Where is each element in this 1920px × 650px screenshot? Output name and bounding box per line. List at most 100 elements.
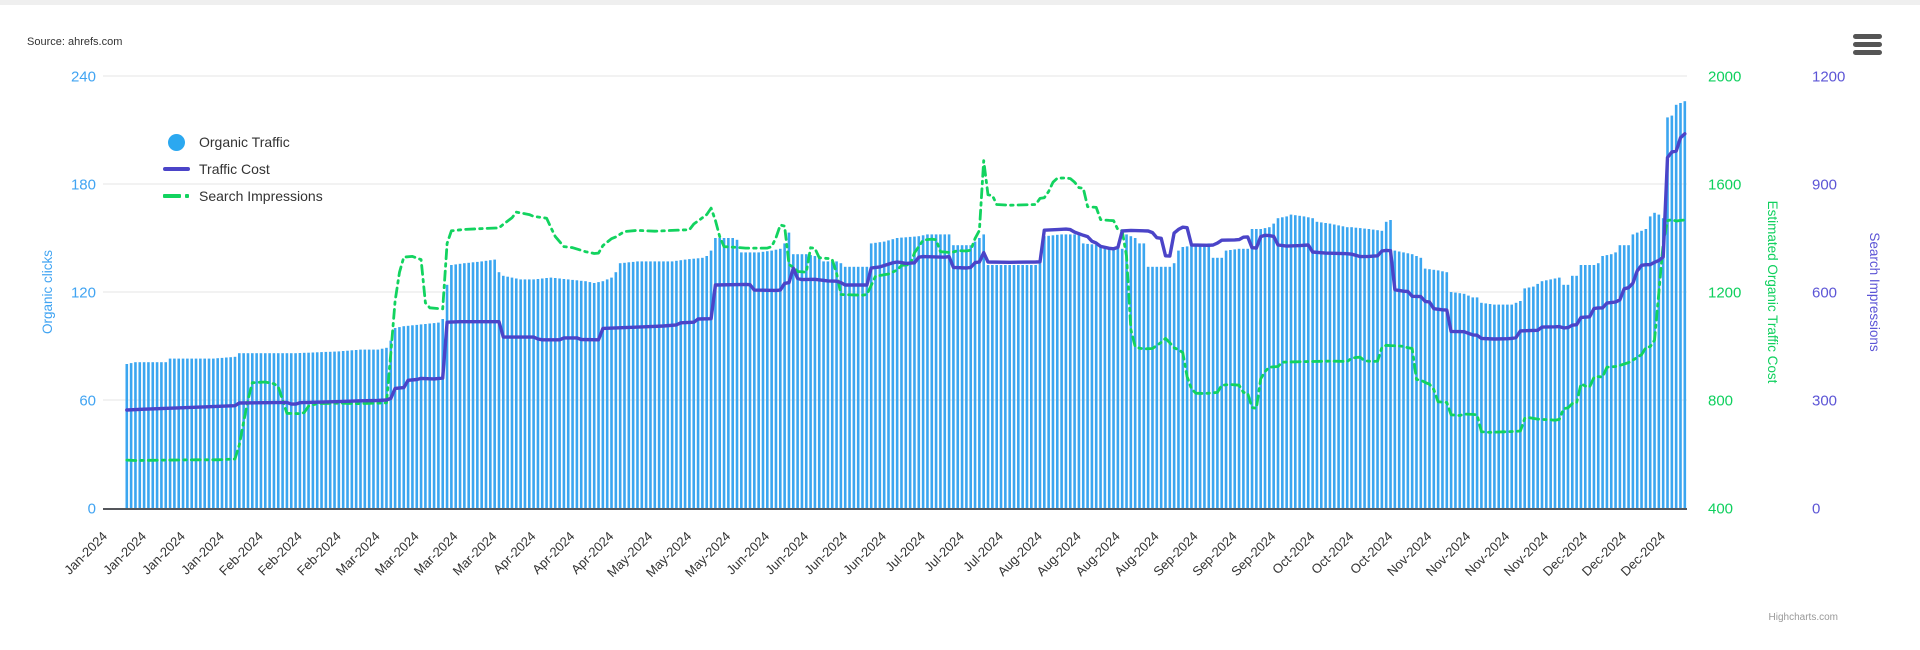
legend-item-organic-traffic[interactable]: Organic Traffic xyxy=(162,133,323,151)
organic-traffic-bar xyxy=(1644,229,1648,508)
organic-traffic-bar xyxy=(359,349,362,508)
organic-traffic-bar xyxy=(1562,284,1565,508)
organic-traffic-bar xyxy=(419,324,423,508)
y-axis-impressions-tick-label: 600 xyxy=(1812,284,1837,301)
organic-traffic-bar xyxy=(921,235,925,509)
organic-traffic-bar xyxy=(1592,265,1596,508)
organic-traffic-bar xyxy=(320,352,323,508)
organic-traffic-bar xyxy=(1315,221,1319,509)
organic-traffic-bar xyxy=(1237,248,1241,509)
organic-traffic-bar xyxy=(1558,277,1561,508)
organic-traffic-bar xyxy=(497,272,501,508)
organic-traffic-bar xyxy=(350,350,354,508)
organic-traffic-bar xyxy=(1060,234,1063,508)
organic-traffic-bar xyxy=(415,324,419,508)
organic-traffic-bar xyxy=(1674,104,1678,509)
organic-traffic-bar xyxy=(181,358,185,508)
organic-traffic-bar xyxy=(502,275,505,508)
y-axis-left-tick-label: 0 xyxy=(88,500,96,517)
organic-traffic-bar xyxy=(1549,279,1552,508)
organic-traffic-bar xyxy=(203,358,206,508)
organic-traffic-bar xyxy=(458,263,462,508)
organic-traffic-bar xyxy=(307,352,310,508)
organic-traffic-bar xyxy=(1497,304,1501,508)
organic-traffic-bar xyxy=(939,234,942,508)
organic-traffic-bar xyxy=(856,266,860,508)
organic-traffic-bar xyxy=(527,279,531,508)
organic-traffic-bar xyxy=(895,238,899,508)
organic-traffic-bar xyxy=(969,245,973,508)
organic-traffic-bar xyxy=(696,258,700,509)
organic-traffic-bar xyxy=(1540,281,1544,508)
traffic-cost-marker-icon xyxy=(162,167,190,171)
organic-traffic-bar xyxy=(748,252,752,508)
organic-traffic-bar xyxy=(731,238,734,508)
organic-traffic-bar xyxy=(839,263,843,508)
organic-traffic-bar xyxy=(225,357,228,508)
organic-traffic-bar xyxy=(1523,288,1526,508)
organic-traffic-bar xyxy=(1436,270,1440,508)
organic-traffic-bar xyxy=(1138,243,1141,508)
organic-traffic-bar xyxy=(1345,227,1349,508)
search-impressions-line xyxy=(125,159,1687,462)
organic-traffic-bar xyxy=(882,241,886,508)
organic-traffic-bar xyxy=(978,238,981,508)
legend-item-search-impressions[interactable]: Search Impressions xyxy=(162,187,323,205)
organic-traffic-bar xyxy=(428,323,432,508)
organic-traffic-bar xyxy=(947,234,951,508)
y-axis-cost-tick-label: 2000 xyxy=(1708,68,1741,85)
organic-traffic-bar xyxy=(887,240,890,508)
organic-traffic-bar xyxy=(584,281,587,508)
chart-context-menu-button[interactable] xyxy=(1853,32,1885,59)
organic-traffic-bar xyxy=(800,254,804,508)
organic-traffic-bar xyxy=(268,353,271,508)
organic-traffic-bar xyxy=(406,325,410,509)
organic-traffic-bar xyxy=(315,352,319,508)
organic-traffic-bar xyxy=(1120,248,1124,509)
organic-traffic-bar xyxy=(1475,297,1479,508)
organic-traffic-bar xyxy=(1112,248,1115,509)
legend-item-traffic-cost[interactable]: Traffic Cost xyxy=(162,160,323,178)
organic-traffic-bar xyxy=(489,260,492,508)
organic-traffic-bar xyxy=(549,277,553,508)
organic-traffic-bar xyxy=(722,238,726,508)
organic-traffic-bar xyxy=(1363,228,1366,508)
organic-traffic-bar xyxy=(285,353,289,508)
y-axis-left-tick-label: 60 xyxy=(79,392,96,409)
organic-traffic-bar xyxy=(281,353,284,508)
organic-traffic-bar xyxy=(1224,250,1228,508)
organic-traffic-bar xyxy=(1129,236,1133,508)
organic-traffic-bar xyxy=(796,254,799,508)
x-axis-tick-label: Jul-2024 xyxy=(882,529,928,575)
organic-traffic-bar xyxy=(787,232,791,508)
organic-traffic-bar xyxy=(1025,265,1029,508)
organic-traffic-bar xyxy=(995,265,998,508)
organic-traffic-bar xyxy=(692,258,696,508)
organic-traffic-bar xyxy=(545,278,548,508)
organic-traffic-bar xyxy=(186,358,189,508)
organic-traffic-bar xyxy=(346,350,349,508)
organic-traffic-bar xyxy=(865,266,869,508)
organic-traffic-bar xyxy=(1458,293,1462,508)
organic-traffic-bar xyxy=(1233,249,1237,508)
organic-traffic-bar xyxy=(1622,245,1626,508)
organic-traffic-bar xyxy=(1501,304,1505,508)
organic-traffic-bar xyxy=(1389,220,1392,508)
organic-traffic-bar xyxy=(571,279,574,508)
organic-traffic-bar xyxy=(1609,254,1613,508)
organic-traffic-bar xyxy=(956,245,960,508)
organic-traffic-bar xyxy=(523,279,527,508)
organic-traffic-bar xyxy=(640,261,644,508)
organic-traffic-bar xyxy=(1679,103,1682,508)
organic-traffic-bar xyxy=(1216,257,1219,508)
organic-traffic-bar xyxy=(194,358,198,508)
organic-traffic-bar xyxy=(1242,248,1245,509)
organic-traffic-bar xyxy=(1103,247,1107,508)
organic-traffic-bar xyxy=(610,277,613,508)
organic-traffic-bar xyxy=(238,353,241,508)
organic-traffic-bar xyxy=(618,263,622,508)
organic-traffic-bar xyxy=(1332,224,1336,508)
y-axis-left-tick-label: 240 xyxy=(71,68,96,85)
organic-traffic-bar xyxy=(363,349,367,508)
